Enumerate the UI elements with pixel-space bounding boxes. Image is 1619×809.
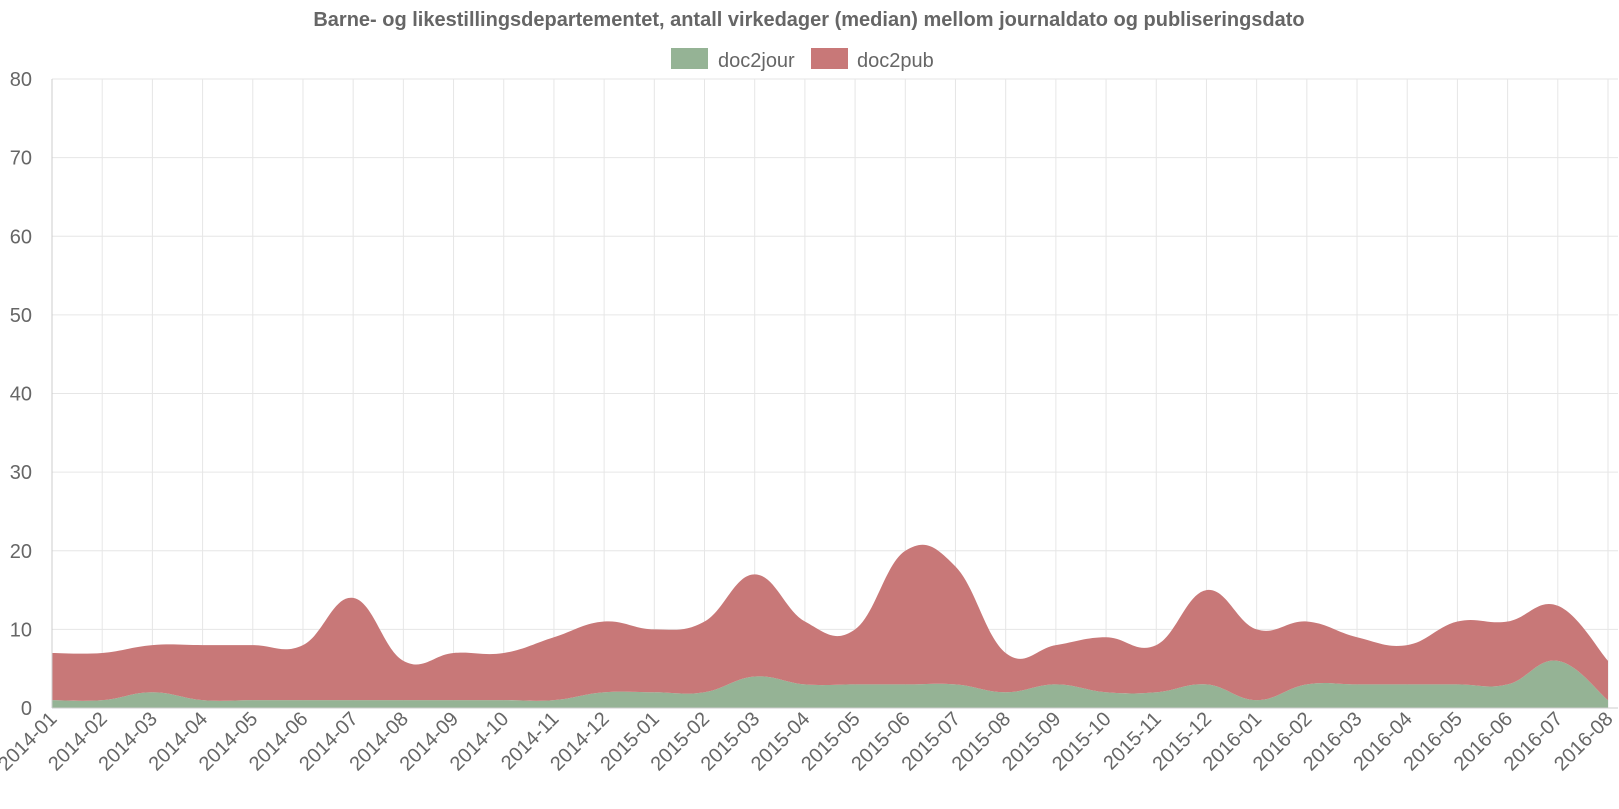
y-tick-label-20: 20: [10, 541, 32, 563]
x-axis-ticks: 2014-012014-022014-032014-042014-052014-…: [0, 708, 1618, 775]
legend-swatch-doc2jour: [671, 48, 708, 69]
y-axis-ticks: 0 10 20 30 40 50 60 70 80: [10, 69, 32, 720]
y-tick-label-50: 50: [10, 305, 32, 327]
plot-area: [52, 544, 1608, 708]
y-tick-label-40: 40: [10, 384, 32, 406]
legend-swatch-doc2pub: [811, 48, 848, 69]
chart-title: Barne- og likestillingsdepartementet, an…: [313, 9, 1304, 31]
grid: [51, 78, 1618, 709]
y-tick-label-80: 80: [10, 69, 32, 91]
y-tick-label-0: 0: [21, 698, 32, 720]
legend: doc2jour doc2pub: [671, 48, 934, 72]
axes: [51, 79, 1618, 709]
y-tick-label-30: 30: [10, 462, 32, 484]
legend-label-doc2jour[interactable]: doc2jour: [718, 50, 795, 72]
area-series-doc2jour[interactable]: [52, 660, 1608, 708]
y-tick-label-10: 10: [10, 619, 32, 641]
legend-label-doc2pub[interactable]: doc2pub: [857, 50, 934, 72]
y-tick-label-60: 60: [10, 226, 32, 248]
area-series-doc2pub[interactable]: [52, 544, 1608, 701]
y-tick-label-70: 70: [10, 148, 32, 170]
